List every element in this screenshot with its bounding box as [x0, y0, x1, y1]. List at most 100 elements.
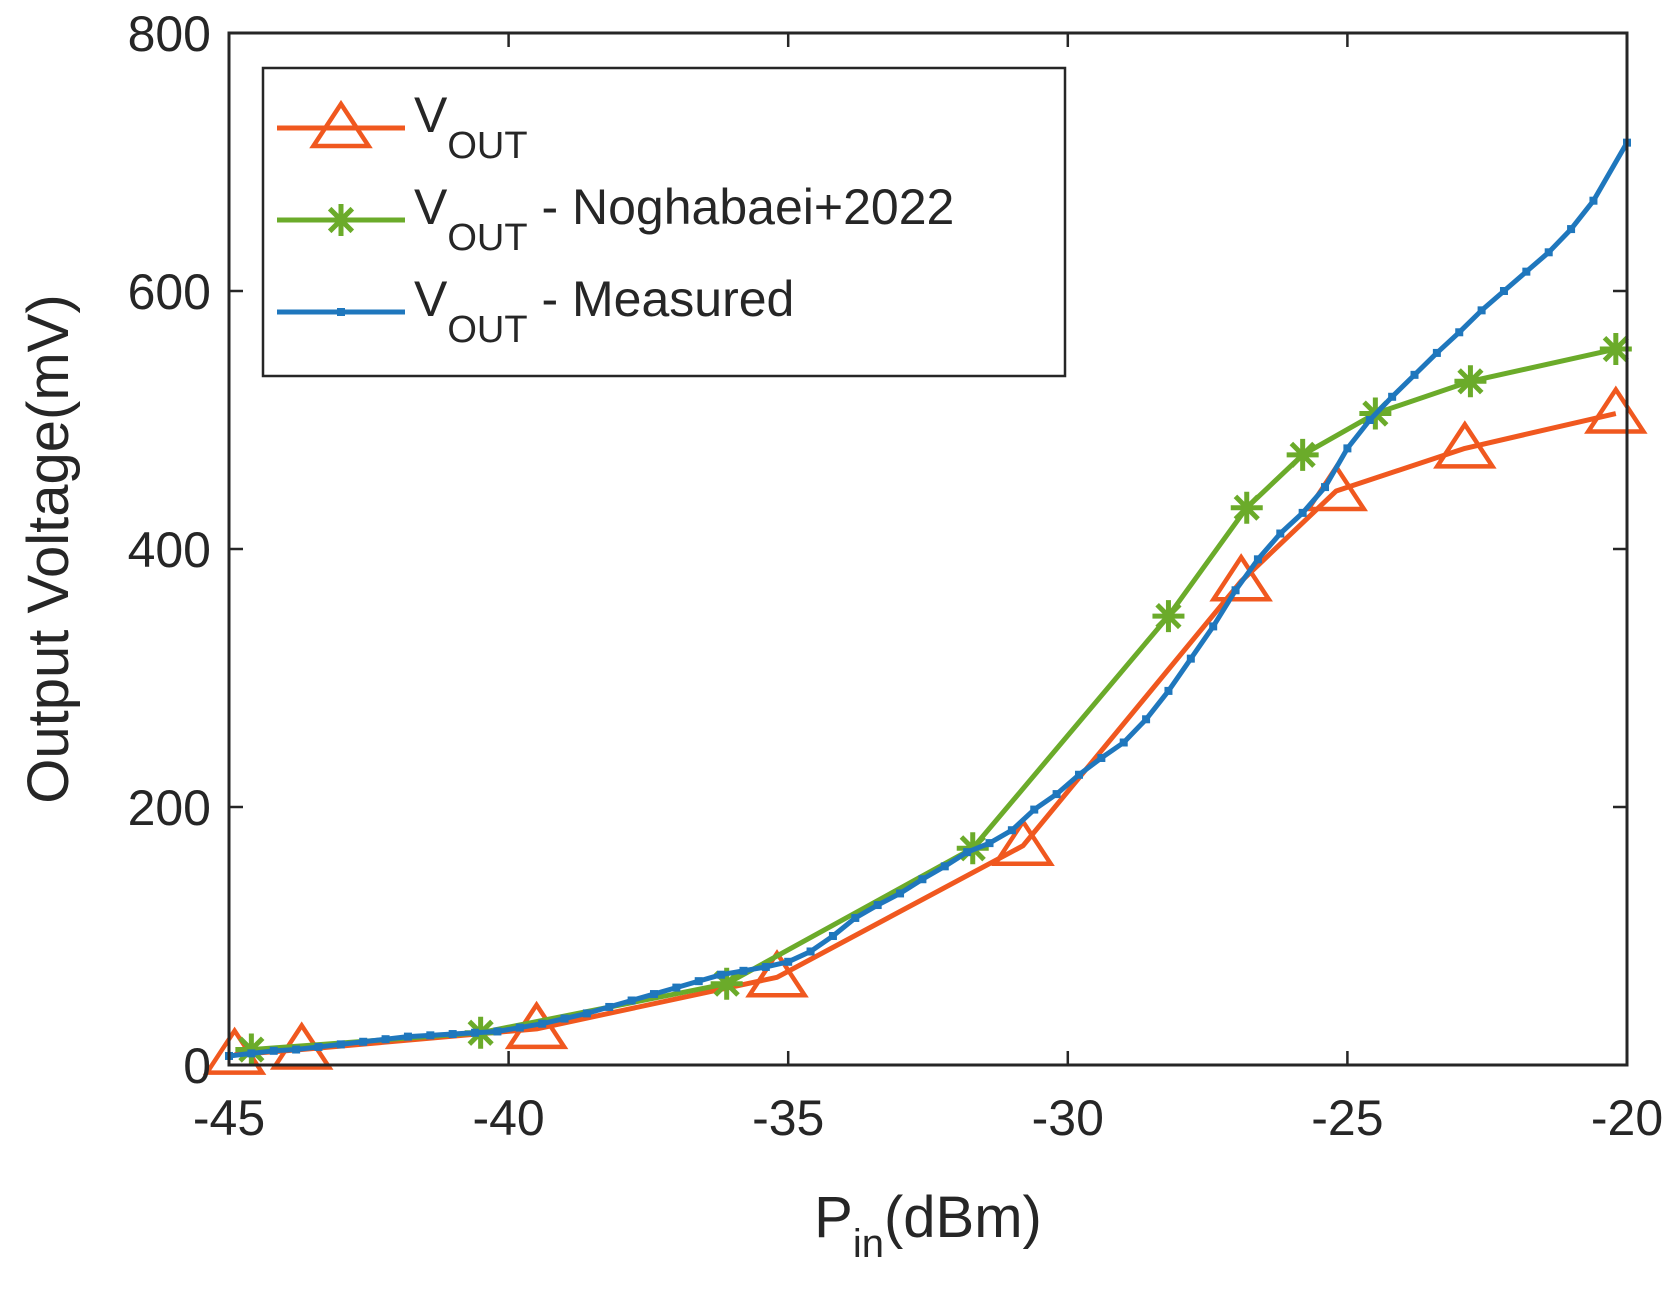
- data-point-marker: [1152, 600, 1185, 633]
- data-point-marker: [359, 1037, 368, 1046]
- data-point-marker: [1298, 508, 1307, 517]
- data-point-marker: [851, 913, 860, 922]
- data-point-marker: [448, 1030, 457, 1039]
- x-tick-label: -30: [1032, 1090, 1104, 1146]
- data-point-marker: [269, 1046, 278, 1055]
- data-point-marker: [560, 1014, 569, 1023]
- data-point-marker: [1567, 225, 1576, 234]
- data-point-marker: [471, 1028, 480, 1037]
- y-tick-label: 400: [128, 522, 211, 578]
- data-point-marker: [1321, 483, 1330, 492]
- legend-marker: [309, 99, 373, 149]
- series-3: [225, 138, 1631, 1060]
- data-point-marker: [1074, 770, 1083, 779]
- data-point-marker: [1410, 370, 1419, 379]
- x-tick-label: -45: [193, 1090, 265, 1146]
- data-point-marker: [403, 1032, 412, 1041]
- data-point-marker: [873, 901, 882, 910]
- data-point-marker: [1230, 491, 1263, 524]
- ticks-layer: -45 -40 -35 -30 -25 -20 0 200 400 600 800: [128, 6, 1664, 1146]
- legend-label: VOUT - Noghabaei+2022: [414, 179, 954, 259]
- data-point-marker: [672, 983, 681, 992]
- data-point-marker: [1097, 753, 1106, 762]
- data-point-marker: [918, 875, 927, 884]
- data-point-marker: [1276, 529, 1285, 538]
- y-tick-label: 600: [128, 264, 211, 320]
- x-tick-label: -40: [472, 1090, 544, 1146]
- data-point-marker: [1599, 333, 1632, 366]
- legend-entry-2: VOUT - Noghabaei+2022: [277, 179, 954, 259]
- data-point-marker: [292, 1045, 301, 1054]
- data-point-marker: [493, 1027, 502, 1036]
- data-point-marker: [1209, 622, 1218, 631]
- data-point-marker: [985, 839, 994, 848]
- data-point-marker: [1186, 654, 1195, 663]
- data-point-marker: [784, 957, 793, 966]
- data-point-marker: [1343, 444, 1352, 453]
- legend-marker: [337, 308, 345, 316]
- data-point-marker: [538, 1019, 547, 1028]
- data-point-marker: [694, 977, 703, 986]
- data-point-marker: [1544, 248, 1553, 257]
- x-tick-label: -20: [1591, 1090, 1663, 1146]
- data-point-marker: [1142, 715, 1151, 724]
- data-point-marker: [426, 1031, 435, 1040]
- data-point-marker: [1007, 826, 1016, 835]
- y-tick-label: 0: [183, 1038, 211, 1094]
- data-point-marker: [381, 1035, 390, 1044]
- data-point-marker: [739, 966, 748, 975]
- data-point-marker: [717, 970, 726, 979]
- data-point-marker: [1164, 686, 1173, 695]
- data-point-marker: [605, 1002, 614, 1011]
- data-point-marker: [1522, 267, 1531, 276]
- data-point-marker: [627, 996, 636, 1005]
- data-point-marker: [314, 1042, 323, 1051]
- data-point-marker: [761, 962, 770, 971]
- data-point-marker: [1589, 196, 1598, 205]
- data-point-marker: [1231, 586, 1240, 595]
- x-tick-label: -25: [1311, 1090, 1383, 1146]
- series-layer: [202, 138, 1648, 1075]
- data-point-marker: [940, 862, 949, 871]
- series-line: [234, 411, 1617, 1058]
- data-point-marker: [247, 1049, 256, 1058]
- data-point-marker: [1499, 287, 1508, 295]
- legend-entry-3: VOUT - Measured: [277, 271, 794, 351]
- data-point-marker: [1253, 555, 1262, 564]
- x-axis-title: Pin(dBm): [814, 1185, 1042, 1266]
- data-point-marker: [963, 848, 972, 857]
- data-point-marker: [1477, 306, 1486, 315]
- data-point-marker: [991, 817, 1055, 866]
- data-point-marker: [515, 1023, 524, 1032]
- data-point-marker: [1432, 348, 1441, 357]
- y-axis-title: Output Voltage(mV): [16, 294, 81, 803]
- data-point-marker: [1286, 438, 1319, 471]
- data-point-marker: [1365, 416, 1374, 424]
- legend: VOUT VOUT - Noghabaei+2022 VOUT - Measured: [261, 66, 1067, 378]
- data-point-marker: [896, 889, 905, 898]
- data-point-marker: [582, 1009, 591, 1018]
- x-tick-label: -35: [752, 1090, 824, 1146]
- data-point-marker: [1455, 328, 1464, 337]
- y-tick-label: 800: [128, 6, 211, 62]
- data-point-marker: [745, 949, 809, 998]
- legend-marker: [325, 204, 357, 236]
- data-point-marker: [710, 967, 743, 1000]
- data-point-marker: [336, 1040, 345, 1049]
- legend-entry-1: VOUT: [277, 87, 528, 167]
- data-point-marker: [1052, 790, 1061, 799]
- data-point-marker: [1119, 738, 1128, 747]
- data-point-marker: [1454, 365, 1487, 398]
- data-point-marker: [1584, 385, 1648, 434]
- data-point-marker: [806, 947, 815, 956]
- data-point-marker: [1209, 553, 1273, 602]
- data-point-marker: [1030, 805, 1039, 814]
- data-point-marker: [1388, 392, 1397, 401]
- y-tick-label: 200: [128, 780, 211, 836]
- data-point-marker: [828, 932, 837, 940]
- legend-label: VOUT: [414, 87, 528, 167]
- data-point-marker: [649, 990, 658, 999]
- data-point-marker: [1433, 420, 1497, 469]
- legend-label: VOUT - Measured: [414, 271, 794, 351]
